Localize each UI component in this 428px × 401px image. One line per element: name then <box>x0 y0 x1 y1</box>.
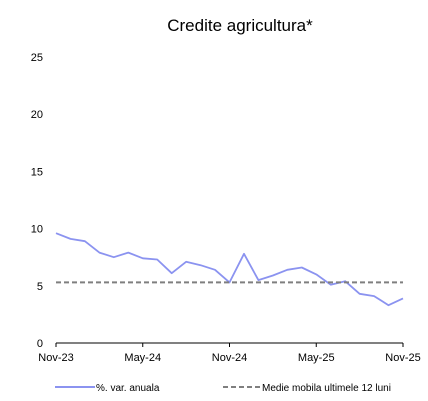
x-axis-ticks: Nov-23 May-24 Nov-24 May-25 Nov-25 <box>38 343 420 364</box>
y-tick-label: 25 <box>31 52 43 64</box>
series-line-0 <box>56 233 403 305</box>
legend: %. var. anuala Medie mobila ultimele 12 l… <box>55 383 391 394</box>
y-axis-ticks: 0 5 10 15 20 25 <box>31 52 43 350</box>
y-tick-label: 10 <box>31 224 43 236</box>
y-tick-label: 20 <box>31 109 43 121</box>
series-group <box>56 233 403 305</box>
chart-title: Credite agricultura* <box>167 16 313 35</box>
x-tick-label: Nov-24 <box>212 352 247 364</box>
y-tick-label: 5 <box>37 281 43 293</box>
legend-label-0: %. var. anuala <box>96 383 160 394</box>
x-tick-label: Nov-25 <box>385 352 420 364</box>
x-tick-label: Nov-23 <box>38 352 73 364</box>
legend-label-1: Medie mobila ultimele 12 luni <box>262 383 391 394</box>
x-tick-label: May-25 <box>298 352 335 364</box>
y-tick-label: 0 <box>37 338 43 350</box>
y-tick-label: 15 <box>31 166 43 178</box>
x-tick-label: May-24 <box>124 352 161 364</box>
